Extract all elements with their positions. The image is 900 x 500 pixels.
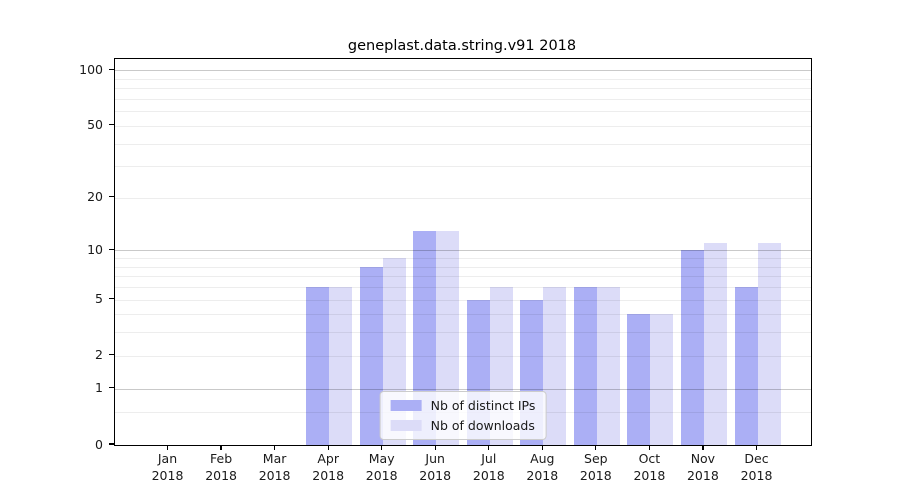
- x-tick-sep: [595, 445, 597, 450]
- x-tick-aug: [541, 445, 543, 450]
- x-tick-label-mar: Mar 2018: [258, 451, 291, 483]
- bar-sep-downloads: [596, 287, 620, 445]
- legend-label: Nb of distinct IPs: [430, 398, 536, 413]
- x-tick-mar: [274, 445, 276, 450]
- y-tick-20: [109, 196, 114, 198]
- bar-aug-downloads: [543, 287, 567, 445]
- bar-may-distinct-ips: [359, 266, 383, 445]
- y-tick-label-2: 2: [95, 347, 103, 363]
- y-tick-label-1: 1: [95, 380, 103, 396]
- x-tick-label-apr: Apr 2018: [312, 451, 345, 483]
- x-tick-oct: [648, 445, 650, 450]
- y-tick-0: [109, 443, 114, 445]
- x-tick-label-jun: Jun 2018: [419, 451, 452, 483]
- x-tick-label-jan: Jan 2018: [151, 451, 184, 483]
- y-tick-2: [109, 354, 114, 356]
- bar-sep-distinct-ips: [573, 287, 597, 445]
- x-tick-nov: [702, 445, 704, 450]
- x-tick-jul: [488, 445, 490, 450]
- bar-oct-distinct-ips: [627, 314, 651, 445]
- x-tick-label-jul: Jul 2018: [472, 451, 505, 483]
- legend-item-distinct-ips: Nb of distinct IPs: [390, 398, 536, 413]
- bar-oct-downloads: [650, 314, 674, 445]
- bar-dec-downloads: [757, 243, 781, 445]
- bar-dec-distinct-ips: [734, 287, 758, 445]
- x-tick-label-nov: Nov 2018: [686, 451, 719, 483]
- bar-nov-distinct-ips: [680, 250, 704, 445]
- x-tick-jan: [166, 445, 169, 450]
- x-tick-label-sep: Sep 2018: [579, 451, 612, 483]
- legend: Nb of distinct IPs Nb of downloads: [379, 391, 547, 440]
- x-tick-jun: [434, 445, 436, 450]
- x-tick-label-may: May 2018: [365, 451, 398, 483]
- bars-layer: [115, 59, 811, 445]
- y-tick-50: [109, 124, 114, 126]
- y-tick-5: [109, 297, 114, 300]
- y-tick-label-5: 5: [95, 291, 103, 306]
- legend-swatch-distinct-ips: [390, 400, 422, 411]
- y-tick-label-10: 10: [87, 241, 103, 257]
- plot-area: Nb of distinct IPs Nb of downloads: [114, 58, 812, 446]
- y-tick-label-100: 100: [79, 61, 103, 77]
- x-tick-feb: [220, 445, 222, 450]
- x-tick-label-oct: Oct 2018: [633, 451, 666, 483]
- y-tick-label-0: 0: [95, 436, 103, 452]
- x-tick-label-feb: Feb 2018: [205, 451, 237, 483]
- legend-label: Nb of downloads: [430, 418, 535, 433]
- bar-nov-downloads: [703, 243, 727, 445]
- legend-swatch-downloads: [390, 420, 422, 431]
- y-tick-label-20: 20: [87, 189, 103, 205]
- y-tick-1: [109, 387, 114, 389]
- x-tick-label-aug: Aug 2018: [526, 451, 559, 483]
- x-tick-dec: [755, 445, 758, 450]
- x-tick-apr: [327, 445, 329, 450]
- y-tick-10: [109, 248, 114, 250]
- y-tick-100: [109, 68, 114, 70]
- bar-apr-distinct-ips: [306, 287, 330, 445]
- chart-title: geneplast.data.string.v91 2018: [347, 38, 577, 54]
- x-tick-label-dec: Dec 2018: [740, 451, 773, 483]
- x-tick-may: [381, 445, 383, 450]
- legend-item-downloads: Nb of downloads: [390, 418, 536, 433]
- bar-apr-downloads: [329, 287, 353, 445]
- y-tick-label-50: 50: [87, 117, 103, 133]
